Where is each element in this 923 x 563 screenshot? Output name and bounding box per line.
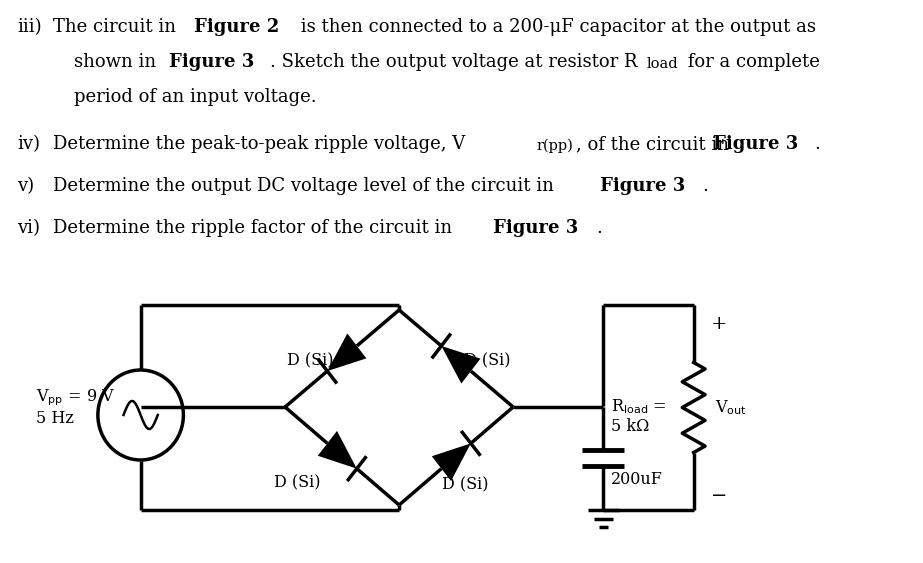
- Polygon shape: [328, 333, 366, 371]
- Text: Figure 3: Figure 3: [169, 53, 255, 71]
- Text: Determine the peak-to-peak ripple voltage, V: Determine the peak-to-peak ripple voltag…: [54, 135, 465, 153]
- Text: V$_{\mathrm{pp}}$ = 9 V
5 Hz: V$_{\mathrm{pp}}$ = 9 V 5 Hz: [36, 387, 115, 427]
- Text: , of the circuit in: , of the circuit in: [576, 135, 735, 153]
- Polygon shape: [432, 443, 471, 481]
- Text: iii): iii): [18, 18, 42, 36]
- Text: Figure 3: Figure 3: [493, 219, 579, 237]
- Text: D (Si): D (Si): [442, 476, 488, 493]
- Text: Figure 2: Figure 2: [194, 18, 279, 36]
- Text: shown in: shown in: [74, 53, 162, 71]
- Text: v): v): [18, 177, 34, 195]
- Text: .: .: [596, 219, 602, 237]
- Text: D (Si): D (Si): [287, 352, 333, 369]
- Text: period of an input voltage.: period of an input voltage.: [74, 88, 317, 106]
- Text: iv): iv): [18, 135, 40, 153]
- Text: r(pp): r(pp): [537, 139, 574, 153]
- Text: R$_{\mathrm{load}}$ =
5 kΩ: R$_{\mathrm{load}}$ = 5 kΩ: [611, 397, 666, 435]
- Text: Figure 3: Figure 3: [713, 135, 797, 153]
- Text: D (Si): D (Si): [274, 474, 320, 491]
- Text: +: +: [711, 315, 727, 333]
- Text: is then connected to a 200-μF capacitor at the output as: is then connected to a 200-μF capacitor …: [294, 18, 816, 36]
- Text: load: load: [646, 57, 677, 71]
- Text: V$_{\mathrm{out}}$: V$_{\mathrm{out}}$: [714, 398, 747, 417]
- Text: Determine the output DC voltage level of the circuit in: Determine the output DC voltage level of…: [54, 177, 560, 195]
- Text: The circuit in: The circuit in: [54, 18, 182, 36]
- Text: . Sketch the output voltage at resistor R: . Sketch the output voltage at resistor …: [270, 53, 638, 71]
- Text: Determine the ripple factor of the circuit in: Determine the ripple factor of the circu…: [54, 219, 458, 237]
- Polygon shape: [318, 431, 357, 468]
- Text: D (Si): D (Si): [463, 352, 510, 369]
- Polygon shape: [441, 346, 481, 383]
- Text: .: .: [814, 135, 821, 153]
- Text: Figure 3: Figure 3: [600, 177, 685, 195]
- Text: vi): vi): [18, 219, 40, 237]
- Text: for a complete: for a complete: [682, 53, 821, 71]
- Text: 200uF: 200uF: [611, 471, 663, 488]
- Text: .: .: [702, 177, 708, 195]
- Text: −: −: [711, 487, 727, 505]
